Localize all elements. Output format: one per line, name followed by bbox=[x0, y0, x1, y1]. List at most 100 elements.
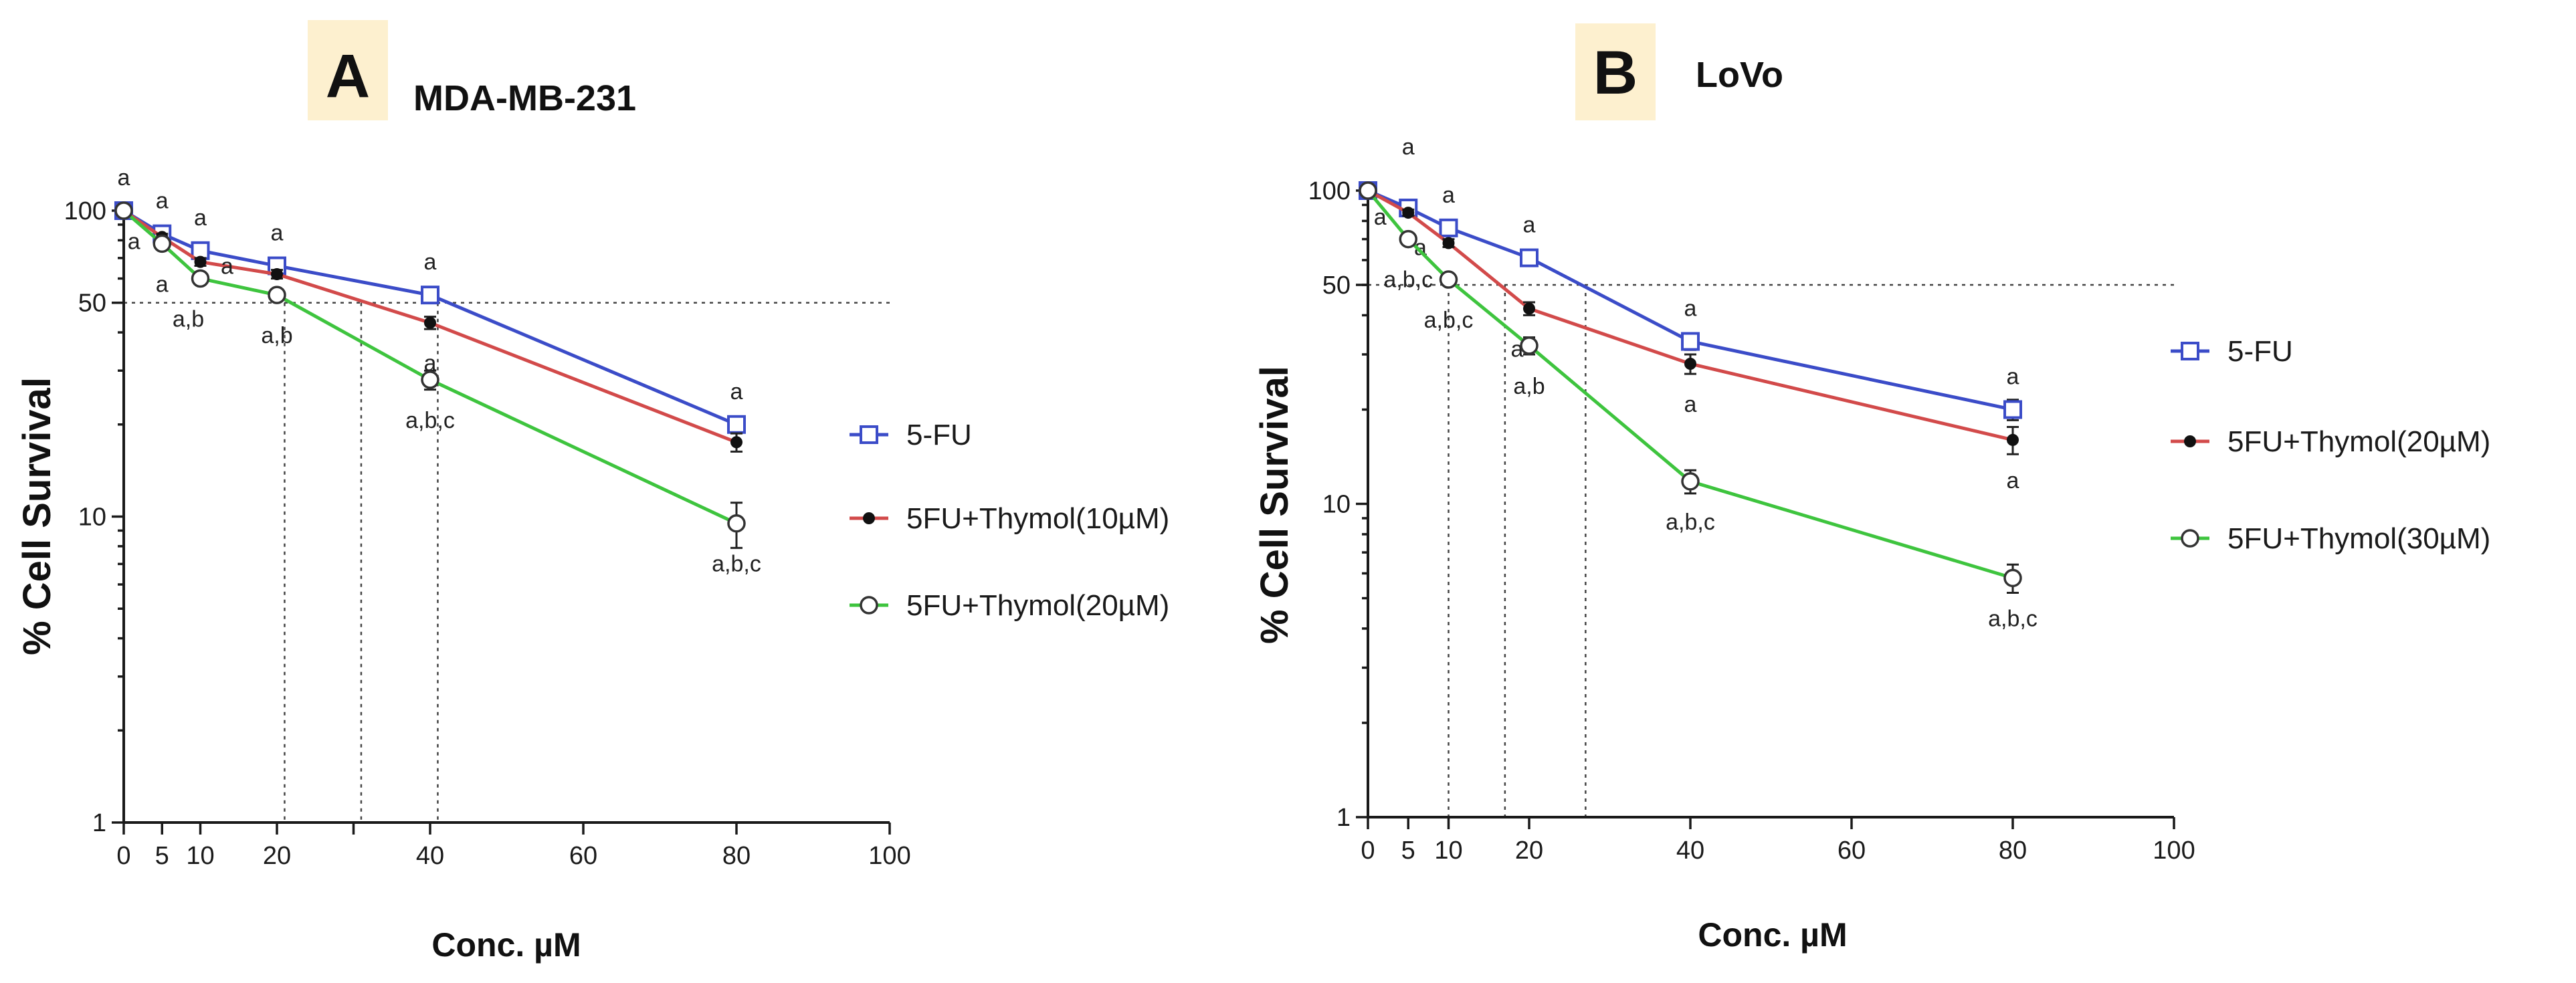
data-point bbox=[114, 201, 133, 220]
legend-marker bbox=[2181, 529, 2199, 548]
legend-label: 5FU+Thymol(20µM) bbox=[2227, 425, 2490, 458]
significance-label: a bbox=[1684, 392, 1697, 417]
y-tick-label: 1 bbox=[1336, 804, 1351, 832]
significance-label: a,b bbox=[173, 306, 204, 332]
x-tick-label: 80 bbox=[722, 842, 751, 870]
data-point bbox=[1684, 358, 1696, 370]
data-point bbox=[153, 234, 171, 253]
legend-entry: 5FU+Thymol(30µM) bbox=[2171, 522, 2490, 555]
legend-label: 5FU+Thymol(10µM) bbox=[906, 502, 1169, 535]
legend-marker bbox=[2184, 435, 2196, 447]
significance-label: a bbox=[156, 271, 169, 297]
significance-label: a bbox=[156, 189, 169, 214]
x-tick-label: 5 bbox=[1401, 837, 1415, 865]
significance-label: a bbox=[2007, 364, 2019, 389]
series-line bbox=[1367, 189, 2013, 442]
significance-label: a bbox=[271, 221, 284, 246]
x-tick-label: 0 bbox=[1361, 837, 1375, 865]
significance-label: a bbox=[1402, 134, 1415, 160]
panel-letter-box bbox=[1575, 23, 1656, 120]
data-point bbox=[1681, 332, 1700, 351]
x-tick-label: 0 bbox=[116, 842, 130, 870]
significance-label: a,b,c bbox=[1383, 267, 1433, 293]
significance-label: a,b,c bbox=[1424, 308, 1474, 333]
data-point bbox=[1402, 207, 1415, 219]
legend-entry: 5-FU bbox=[850, 419, 972, 451]
data-point bbox=[1359, 181, 1377, 200]
series-0: a a a a a bbox=[1359, 134, 2022, 421]
data-point bbox=[1520, 248, 1539, 267]
y-axis-label: % Cell Survival bbox=[1253, 366, 1296, 644]
significance-label: a,b,c bbox=[712, 552, 761, 577]
x-axis-label: Conc. µM bbox=[1698, 916, 1847, 954]
y-tick-label: 1 bbox=[92, 809, 106, 837]
panel-letter-box bbox=[308, 20, 388, 120]
legend-entry: 5FU+Thymol(20µM) bbox=[2171, 425, 2490, 458]
x-tick-label: 20 bbox=[1515, 837, 1543, 865]
data-point bbox=[727, 514, 746, 533]
legend-label: 5-FU bbox=[906, 419, 972, 451]
data-point bbox=[421, 370, 439, 389]
panel-b: B LoVo 1 10 50 100 0 5 10 20 40 60 80 100 % Cell Survi… bbox=[1253, 23, 2490, 954]
y-tick-label: 10 bbox=[78, 504, 106, 532]
legend-marker bbox=[2181, 342, 2199, 360]
series-2: a,b,c a,b,c a,b a,b,c a,b,c bbox=[1359, 181, 2038, 631]
y-tick-label: 100 bbox=[64, 197, 106, 225]
x-tick-label: 60 bbox=[569, 842, 597, 870]
data-point bbox=[1399, 229, 1417, 249]
significance-label: a,b,c bbox=[405, 408, 455, 433]
legend-label: 5FU+Thymol(20µM) bbox=[906, 589, 1169, 622]
data-point bbox=[2003, 400, 2022, 419]
data-point bbox=[191, 269, 210, 288]
panel-letter: A bbox=[326, 42, 370, 110]
data-point bbox=[194, 255, 207, 268]
significance-label: a bbox=[730, 379, 743, 405]
x-tick-label: 100 bbox=[2153, 837, 2195, 865]
significance-label: a,b,c bbox=[1988, 606, 2038, 631]
data-point bbox=[1439, 218, 1458, 237]
x-tick-label: 40 bbox=[416, 842, 444, 870]
legend-label: 5FU+Thymol(30µM) bbox=[2227, 522, 2490, 555]
significance-label: a bbox=[1523, 213, 1536, 238]
series-line bbox=[122, 209, 737, 444]
data-point bbox=[421, 286, 439, 305]
data-point bbox=[1520, 336, 1539, 355]
panel-letter: B bbox=[1593, 39, 1638, 107]
significance-label: a bbox=[128, 229, 140, 254]
significance-label: a bbox=[1684, 296, 1697, 322]
y-tick-label: 100 bbox=[1308, 177, 1351, 205]
significance-label: a bbox=[221, 254, 233, 280]
x-tick-label: 10 bbox=[1434, 837, 1462, 865]
y-axis-label: % Cell Survival bbox=[15, 377, 59, 655]
data-point bbox=[1442, 237, 1455, 249]
legend-marker bbox=[860, 425, 878, 444]
data-point bbox=[2003, 568, 2022, 588]
y-tick-label: 10 bbox=[1322, 491, 1351, 519]
series-2: aa,ba,ba,b,ca,b,c bbox=[114, 201, 761, 577]
legend-marker bbox=[860, 596, 878, 615]
significance-label: a,b,c bbox=[1666, 510, 1715, 535]
legend-entry: 5FU+Thymol(20µM) bbox=[850, 589, 1169, 622]
x-tick-label: 100 bbox=[868, 842, 910, 870]
data-point bbox=[730, 436, 742, 449]
data-point bbox=[2007, 433, 2019, 446]
x-tick-label: 10 bbox=[186, 842, 214, 870]
data-point bbox=[1523, 302, 1535, 315]
chart-title: MDA-MB-231 bbox=[413, 78, 636, 118]
data-point bbox=[424, 316, 436, 329]
significance-label: a,b bbox=[261, 323, 292, 348]
series-line bbox=[1367, 189, 2013, 580]
panel-a: A MDA-MB-231 1 10 50 100 0 5 10 20 40 60 80 100 % Cell… bbox=[15, 20, 1169, 964]
x-tick-label: 40 bbox=[1676, 837, 1704, 865]
x-axis-label: Conc. µM bbox=[431, 926, 581, 964]
significance-label: a bbox=[194, 205, 207, 231]
data-point bbox=[1681, 472, 1700, 491]
data-point bbox=[1439, 270, 1458, 289]
x-tick-label: 60 bbox=[1838, 837, 1866, 865]
legend-entry: 5-FU bbox=[2171, 335, 2293, 368]
significance-label: a bbox=[118, 165, 130, 191]
x-tick-label: 5 bbox=[155, 842, 169, 870]
significance-label: a,b bbox=[1513, 374, 1545, 399]
legend-marker bbox=[863, 512, 875, 524]
